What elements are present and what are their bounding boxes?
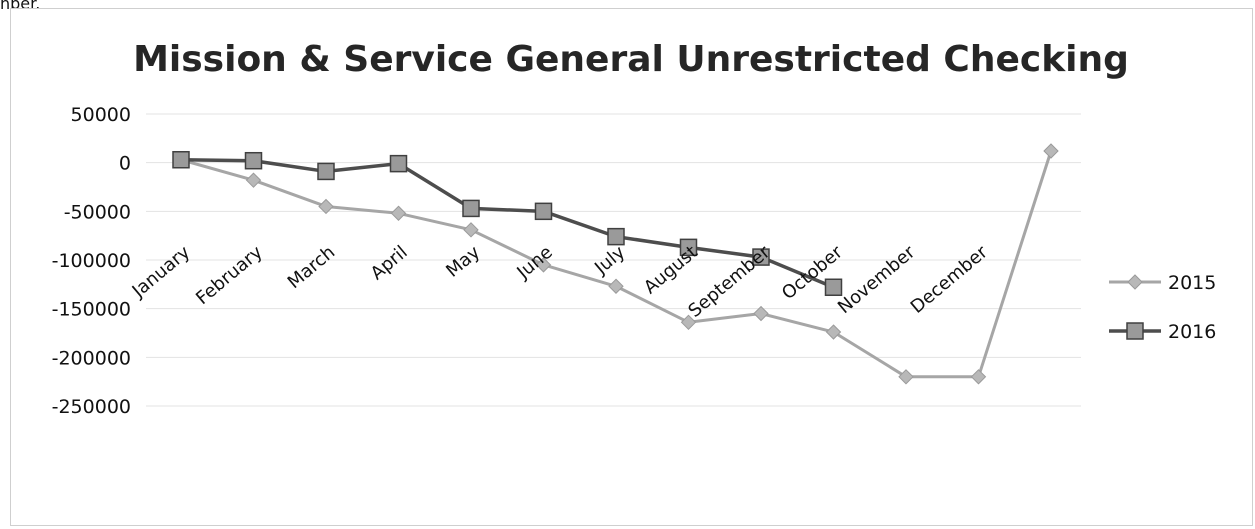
line-chart: Mission & Service General Unrestricted C… [52, 39, 1217, 418]
y-axis-ticks: 50000 0 -50000 -100000 -150000 -200000 -250000 [52, 104, 131, 418]
y-tick-label: -100000 [52, 250, 131, 272]
legend-marker [1126, 322, 1144, 340]
x-tick-label: March [284, 242, 340, 293]
data-point-2016 [824, 278, 843, 297]
data-point-2015 [318, 198, 334, 215]
data-point-2016 [607, 227, 625, 246]
y-tick-label: -50000 [64, 201, 131, 223]
series-layer [172, 143, 1059, 385]
data-point-2015 [1043, 143, 1059, 159]
x-tick-label: May [442, 242, 484, 282]
x-tick-label: January [128, 242, 195, 303]
data-point-2016 [679, 238, 698, 257]
x-tick-label: December [907, 241, 992, 317]
data-point-2016 [172, 150, 190, 169]
data-point-2015 [390, 205, 407, 221]
data-point-2015 [535, 257, 552, 273]
x-tick-label: November [834, 241, 920, 318]
data-point-2015 [825, 324, 842, 340]
y-tick-label: 50000 [71, 104, 131, 126]
y-tick-label: -150000 [52, 299, 131, 321]
y-tick-label: -250000 [52, 396, 131, 418]
legend-label: 2016 [1168, 321, 1216, 343]
data-point-2015 [463, 222, 479, 238]
data-point-2015 [608, 278, 624, 294]
x-tick-label: June [512, 242, 556, 284]
x-tick-label: April [367, 242, 412, 285]
data-point-2015 [680, 314, 697, 331]
data-point-2016 [534, 202, 553, 221]
grid-layer [146, 113, 1081, 407]
legend-label: 2015 [1168, 272, 1216, 294]
chart-title: Mission & Service General Unrestricted C… [133, 39, 1129, 80]
x-tick-label: February [192, 242, 267, 310]
legend-item-2015: 2015 [1109, 272, 1216, 294]
data-point-2016 [389, 154, 408, 173]
y-tick-label: -200000 [52, 347, 131, 369]
chart-frame: Mission & Service General Unrestricted C… [10, 8, 1253, 526]
legend-marker [1127, 274, 1143, 290]
data-point-2015 [898, 369, 914, 385]
x-tick-label: August [640, 242, 702, 299]
data-point-2016 [317, 162, 335, 181]
data-point-2016 [462, 199, 480, 218]
x-tick-label: July [590, 242, 629, 280]
legend-item-2016: 2016 [1109, 321, 1216, 343]
y-tick-label: 0 [119, 153, 131, 175]
series-line-2016 [180, 157, 835, 289]
legend: 2015 2016 [1109, 272, 1216, 343]
series-2016 [172, 150, 843, 297]
data-point-2016 [752, 248, 770, 266]
data-point-2015 [245, 172, 262, 188]
data-point-2015 [970, 369, 987, 385]
data-point-2016 [244, 151, 263, 170]
data-point-2015 [753, 305, 769, 322]
